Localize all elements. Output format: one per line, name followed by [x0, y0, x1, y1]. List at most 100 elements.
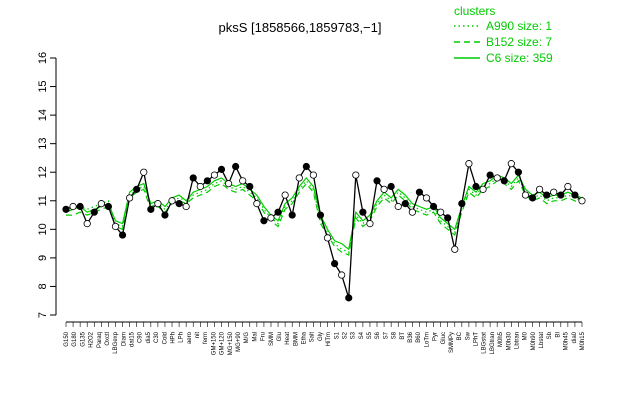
data-point	[104, 202, 113, 211]
y-tick-label: 13	[37, 138, 49, 150]
x-tick-label: LBGtran	[490, 332, 496, 354]
data-point	[507, 160, 515, 168]
data-point	[154, 200, 162, 208]
data-point	[203, 177, 211, 185]
data-point	[521, 191, 530, 199]
x-tick-label: Lbstat	[539, 332, 545, 349]
data-point	[387, 182, 395, 191]
x-tick-label: HPh	[170, 332, 176, 344]
x-tick-label: Sw	[465, 331, 471, 340]
data-point	[175, 200, 183, 208]
x-tick-label: MG+90	[236, 331, 242, 352]
x-tick-label: BMM	[293, 332, 299, 346]
x-tick-label: Lbtran	[514, 332, 520, 349]
data-point	[345, 294, 353, 302]
x-tick-label: G150	[64, 331, 70, 346]
x-tick-label: G135	[80, 331, 86, 346]
x-tick-label: C30	[154, 331, 160, 343]
data-point	[557, 191, 565, 199]
x-tick-label: Diam	[121, 332, 127, 346]
x-tick-label: Paraq	[97, 332, 103, 348]
x-tick-label: BI	[555, 332, 561, 338]
x-tick-label: C90	[138, 331, 144, 343]
data-point	[232, 162, 240, 171]
data-point	[253, 200, 261, 208]
data-point	[535, 185, 544, 193]
data-point	[210, 171, 219, 179]
data-point	[408, 208, 416, 216]
data-point	[493, 174, 501, 182]
data-point	[316, 211, 325, 219]
x-axis: G150 G180 G135 H2O2 Paraq Oxctl LBGexp Diam dat1…	[64, 321, 586, 355]
chart-title: pksS [1858566,1859783,−1]	[218, 20, 381, 35]
x-tick-label: LPhT	[474, 332, 480, 347]
legend-label: C6 size: 359	[486, 51, 553, 65]
x-tick-label: M0h45	[564, 331, 570, 350]
data-point	[111, 222, 120, 231]
data-point	[373, 177, 381, 185]
data-point	[486, 171, 494, 179]
x-tick-label: dia5	[146, 331, 152, 343]
data-point	[543, 191, 551, 199]
x-tick-label: M0h5	[498, 331, 504, 347]
x-tick-label: dat15	[130, 331, 136, 347]
data-point	[90, 208, 98, 216]
data-point	[422, 194, 431, 202]
x-tick-label: SMM	[269, 332, 275, 346]
data-point	[217, 165, 226, 173]
data-point	[295, 174, 303, 182]
data-point	[288, 211, 296, 219]
x-tick-label: M0h90	[531, 331, 537, 350]
x-tick-label: S1	[334, 331, 340, 339]
x-tick-label: BC	[457, 331, 463, 340]
y-tick-label: 15	[37, 80, 49, 92]
data-point	[451, 245, 459, 253]
legend-label: A990 size: 1	[486, 19, 552, 33]
x-tick-label: G180	[72, 331, 78, 346]
x-tick-label: Etha	[302, 331, 308, 344]
x-tick-label: Sb	[547, 331, 553, 339]
y-tick-label: 9	[37, 255, 49, 261]
x-tick-label: LPh	[179, 332, 185, 343]
data-point	[274, 208, 282, 216]
x-tick-label: S6	[375, 331, 381, 339]
data-point	[338, 271, 346, 279]
data-point	[196, 182, 204, 191]
y-axis: 7 8 9 10 11 12 13 14 15 16	[37, 52, 57, 318]
data-point	[550, 188, 558, 196]
legend-title: clusters	[454, 4, 495, 18]
y-tick-label: 10	[37, 223, 49, 235]
data-point	[578, 197, 586, 205]
x-tick-label: MG+150	[228, 331, 234, 355]
data-point	[437, 208, 445, 216]
x-tick-label: B60	[416, 331, 422, 342]
x-tick-label: S7	[383, 331, 389, 339]
x-tick-label: LBGexp	[113, 331, 119, 353]
data-point	[465, 160, 473, 168]
y-tick-label: 7	[37, 312, 49, 318]
x-tick-label: Glu	[277, 332, 283, 341]
y-tick-label: 14	[37, 109, 49, 121]
data-point	[479, 185, 487, 193]
data-point	[133, 185, 141, 193]
x-tick-label: Gluc	[441, 332, 447, 344]
data-point	[323, 234, 332, 242]
x-tick-label: Fru	[261, 332, 267, 341]
data-point	[239, 177, 247, 185]
x-tick-label: Gly	[318, 332, 324, 341]
data-point	[472, 182, 480, 191]
x-tick-label: S5	[367, 331, 373, 339]
data-point	[267, 214, 275, 222]
x-tick-label: Cold	[162, 332, 168, 344]
y-tick-label: 12	[37, 166, 49, 178]
x-tick-label: Salt	[310, 332, 316, 343]
x-tick-label: LBGstat	[482, 332, 488, 354]
data-point	[281, 191, 289, 199]
legend-label: B152 size: 7	[486, 35, 552, 49]
data-point	[394, 202, 402, 211]
data-point	[62, 205, 70, 213]
data-point	[69, 202, 77, 211]
data-point	[83, 220, 91, 228]
data-point	[401, 200, 409, 208]
